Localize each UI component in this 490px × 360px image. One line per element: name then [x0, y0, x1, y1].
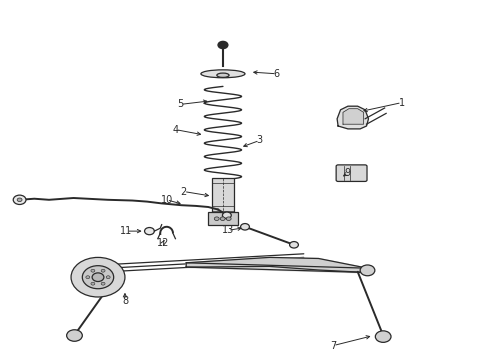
Circle shape: [290, 242, 298, 248]
Circle shape: [91, 282, 95, 285]
Circle shape: [86, 276, 90, 279]
Circle shape: [13, 195, 26, 204]
FancyBboxPatch shape: [336, 165, 367, 181]
Circle shape: [106, 276, 110, 279]
FancyBboxPatch shape: [208, 212, 238, 225]
Circle shape: [91, 269, 95, 272]
Ellipse shape: [201, 70, 245, 78]
Text: 5: 5: [177, 99, 183, 109]
Text: 13: 13: [222, 225, 234, 235]
Circle shape: [82, 266, 114, 289]
Circle shape: [67, 330, 82, 341]
Text: 12: 12: [156, 238, 169, 248]
Text: 4: 4: [172, 125, 178, 135]
Circle shape: [145, 228, 154, 235]
Polygon shape: [343, 109, 364, 124]
Polygon shape: [337, 106, 368, 129]
Circle shape: [71, 257, 125, 297]
Ellipse shape: [217, 73, 229, 77]
Circle shape: [92, 273, 104, 282]
Circle shape: [101, 282, 105, 285]
Text: 7: 7: [330, 341, 336, 351]
Circle shape: [222, 212, 231, 219]
Text: 10: 10: [161, 195, 172, 205]
Text: 1: 1: [399, 98, 405, 108]
Circle shape: [101, 269, 105, 272]
Text: 11: 11: [121, 226, 132, 236]
Circle shape: [375, 331, 391, 342]
Circle shape: [226, 217, 231, 220]
Circle shape: [360, 265, 375, 276]
Circle shape: [214, 217, 219, 220]
Circle shape: [220, 217, 225, 220]
Circle shape: [17, 198, 22, 202]
Text: 3: 3: [257, 135, 263, 145]
Text: 2: 2: [181, 186, 187, 197]
Circle shape: [218, 41, 228, 49]
Text: 6: 6: [274, 69, 280, 79]
Text: 9: 9: [345, 168, 351, 178]
Text: 8: 8: [122, 296, 128, 306]
FancyBboxPatch shape: [212, 178, 234, 214]
Circle shape: [241, 224, 249, 230]
Polygon shape: [186, 257, 368, 273]
